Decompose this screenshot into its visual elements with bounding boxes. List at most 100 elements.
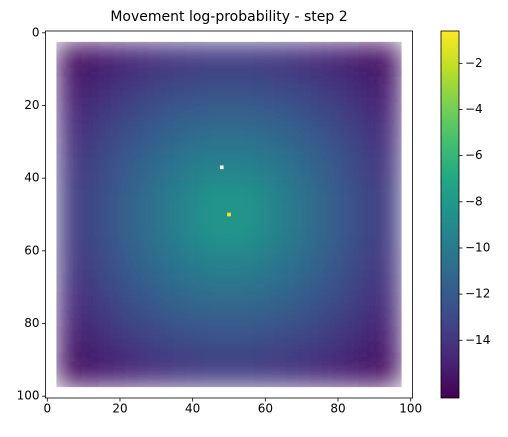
y-tick-label: 20 (24, 98, 39, 112)
colorbar (440, 30, 460, 399)
x-tick-label: 100 (399, 402, 422, 416)
heat-cell (194, 41, 230, 77)
y-tick-label: 80 (24, 316, 39, 330)
x-tick-label: 0 (43, 402, 51, 416)
heat-cell (263, 76, 299, 112)
heat-cell (194, 214, 230, 250)
heat-cell (125, 283, 161, 319)
heat-cell (56, 110, 92, 146)
heat-cell (367, 249, 402, 285)
x-tick-label: 40 (185, 402, 200, 416)
heat-cell (56, 249, 92, 285)
x-tick-label: 60 (258, 402, 273, 416)
y-tick-label: 40 (24, 171, 39, 185)
heat-cell (194, 76, 230, 112)
heat-cell (332, 41, 368, 77)
heat-cell (159, 214, 195, 250)
heat-cell (298, 76, 334, 112)
peak-cell (227, 212, 231, 217)
heat-cell (159, 179, 195, 215)
heat-cell (367, 76, 402, 112)
heat-cell (194, 352, 230, 388)
heat-cell (125, 249, 161, 285)
colorbar-tick-label: −2 (465, 56, 483, 70)
heat-cell (298, 110, 334, 146)
heat-cell (229, 179, 265, 215)
chart-title: Movement log-probability - step 2 (110, 9, 347, 25)
heat-cell (125, 352, 161, 388)
heat-cell (90, 179, 126, 215)
heat-cell (263, 214, 299, 250)
heat-cell (194, 179, 230, 215)
heat-cell (263, 352, 299, 388)
colorbar-tick-label: −12 (465, 287, 490, 301)
heat-cell (159, 110, 195, 146)
x-tick-label: 80 (330, 402, 345, 416)
heat-cell (56, 145, 92, 181)
heat-cell (194, 318, 230, 354)
heat-cell (229, 41, 265, 77)
heat-cell (194, 110, 230, 146)
colorbar-tick-label: −6 (465, 148, 483, 162)
heat-cell (125, 318, 161, 354)
heat-cell (263, 249, 299, 285)
heat-cell (263, 179, 299, 215)
heat-cell (159, 352, 195, 388)
colorbar-tick-label: −4 (465, 102, 483, 116)
heat-cell (298, 145, 334, 181)
heat-cell (332, 110, 368, 146)
heat-cell (229, 214, 265, 250)
heat-cell (332, 249, 368, 285)
heat-cell (125, 110, 161, 146)
heat-cell (90, 249, 126, 285)
heat-cell (367, 318, 402, 354)
heat-cell (229, 318, 265, 354)
heat-cell (332, 214, 368, 250)
heat-cell (56, 41, 92, 77)
heat-cell (263, 41, 299, 77)
heat-cell (332, 352, 368, 388)
heat-cell (298, 41, 334, 77)
heat-cell (298, 283, 334, 319)
heat-cell (56, 179, 92, 215)
y-tick-label: 100 (17, 389, 40, 403)
heat-cell (159, 76, 195, 112)
heat-cell (229, 76, 265, 112)
heat-cell (56, 76, 92, 112)
heat-cell (125, 179, 161, 215)
heat-cell (367, 145, 402, 181)
heat-cell (298, 179, 334, 215)
plot-frame (45, 30, 413, 399)
heat-cell (194, 249, 230, 285)
heat-cell (367, 352, 402, 388)
x-tick-label: 20 (112, 402, 127, 416)
heat-cell (90, 352, 126, 388)
heat-cell (90, 41, 126, 77)
heat-cell (194, 145, 230, 181)
heat-cell (56, 283, 92, 319)
heat-cell (125, 41, 161, 77)
heat-cell (90, 214, 126, 250)
heat-cell (298, 249, 334, 285)
heat-cell (90, 110, 126, 146)
heat-cell (263, 145, 299, 181)
heat-cell (56, 214, 92, 250)
heat-cell (90, 76, 126, 112)
colorbar-tick-label: −14 (465, 333, 490, 347)
heatmap-cells (56, 41, 402, 388)
heat-cell (125, 145, 161, 181)
y-tick-label: 0 (32, 25, 40, 39)
heat-cell (229, 145, 265, 181)
heat-cell (56, 352, 92, 388)
heat-cell (298, 214, 334, 250)
heat-cell (332, 318, 368, 354)
heat-cell (159, 249, 195, 285)
heat-cell (159, 41, 195, 77)
heat-cell (90, 145, 126, 181)
heat-cell (367, 41, 402, 77)
heat-cell (332, 145, 368, 181)
heat-cell (159, 318, 195, 354)
heat-cell (90, 318, 126, 354)
heat-cell (229, 352, 265, 388)
